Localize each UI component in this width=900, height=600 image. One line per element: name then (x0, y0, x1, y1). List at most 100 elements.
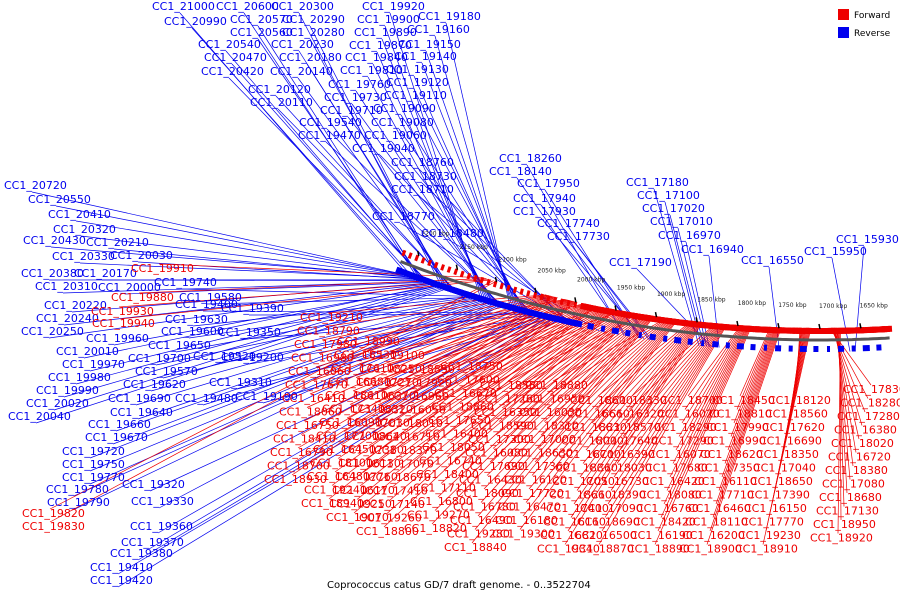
gene-label: CC1_16730 (586, 475, 649, 488)
leader-line (321, 294, 548, 341)
reverse-gene (799, 345, 807, 352)
genome-caption: Coprococcus catus GD/7 draft genome. - 0… (327, 580, 591, 591)
reverse-gene (624, 329, 631, 337)
gene-label: CC1_19350 (218, 326, 281, 339)
leader-line (528, 318, 676, 490)
gene-label: CC1_17140 (362, 498, 425, 511)
leader-line (55, 205, 399, 274)
gene-label: CC1_18450 (712, 394, 775, 407)
leader-line (672, 325, 747, 464)
bp-tick-mark (614, 305, 617, 311)
leader-line (452, 311, 629, 430)
gene-label: CC1_18330 (604, 394, 667, 407)
gene-label: CC1_16700 (558, 448, 621, 461)
leader-line (411, 101, 526, 315)
gene-label: CC1_17100 (637, 189, 700, 202)
leader-line (297, 296, 556, 449)
reverse-gene (662, 335, 668, 342)
forward-gene (512, 286, 518, 294)
gene-label: CC1_16990 (703, 435, 766, 448)
gene-label: CC1_18850 (392, 363, 455, 376)
gene-label: CC1_19820 (22, 507, 85, 520)
leader-line (191, 27, 416, 281)
gene-label: CC1_20320 (53, 223, 116, 236)
leader-line (362, 305, 594, 473)
leader-line (220, 311, 516, 364)
leader-line (346, 300, 572, 419)
gene-label: CC1_18570 (598, 421, 661, 434)
gene-label: CC1_19060 (364, 129, 427, 142)
gene-label: CC1_20430 (23, 234, 86, 247)
leader-line (202, 310, 521, 314)
gene-label: CC1_20990 (164, 15, 227, 28)
leader-line (300, 296, 555, 435)
gene-label: CC1_20140 (270, 65, 333, 78)
gene-label: CC1_18590 (471, 420, 534, 433)
gene-label: CC1_20720 (4, 179, 67, 192)
gene-label: CC1_17180 (626, 176, 689, 189)
gene-label: CC1_17740 (537, 217, 600, 230)
forward-gene (401, 249, 407, 257)
leader-line (522, 318, 678, 517)
leader-line (245, 315, 531, 340)
gene-label: CC1_17050 (552, 475, 615, 488)
gene-label: CC1_17000 (513, 433, 576, 446)
leader-line (309, 295, 552, 395)
leader-line (418, 195, 575, 327)
gene-label: CC1_16070 (648, 448, 711, 461)
gene-label: CC1_19340 (537, 543, 600, 556)
gene-label: CC1_16480 (307, 470, 370, 483)
gene-label: CC1_18260 (499, 152, 562, 165)
leader-line (349, 300, 571, 405)
bp-tick-mark (654, 311, 658, 318)
leader-line (678, 325, 745, 437)
gene-label: CC1_19160 (407, 23, 470, 36)
forward-gene (433, 261, 439, 269)
leader-line (839, 327, 842, 521)
leader-line (113, 286, 435, 346)
gene-label: CC1_19630 (165, 313, 228, 326)
leader-line (181, 288, 463, 297)
bp-tick-label: 2150 kbp (460, 244, 488, 251)
reverse-gene (725, 342, 731, 349)
reverse-gene (862, 344, 870, 352)
reverse-gene (736, 343, 745, 350)
gene-label: CC1_17130 (816, 505, 879, 518)
gene-label: CC1_16820 (540, 529, 603, 542)
gene-label: CC1_19280 (447, 528, 510, 541)
gene-label: CC1_17280 (837, 410, 900, 423)
bp-ticks: 2200 kbp 2150 kbp 2100 kbp 2050 kbp 2000 kbp… (417, 231, 888, 330)
leader-line (49, 280, 494, 510)
reverse-gene (876, 344, 882, 351)
gene-label: CC1_20240 (36, 312, 99, 325)
forward-gene (414, 254, 420, 262)
gene-label: CC1_20220 (44, 299, 107, 312)
gene-label: CC1_20600 (216, 0, 279, 13)
leader-line (445, 22, 512, 311)
gene-label: CC1_16030 (519, 406, 582, 419)
leader-line (413, 75, 522, 314)
leader-line (573, 321, 700, 505)
gene-label: CC1_18030 (589, 462, 652, 475)
gene-label: CC1_17640 (595, 435, 658, 448)
gene-label: CC1_19870 (349, 39, 412, 52)
leader-line (663, 325, 750, 505)
leader-line (75, 287, 437, 385)
gene-label: CC1_18010 (380, 417, 443, 430)
gene-label: CC1_16550 (741, 254, 804, 267)
leader-line (483, 315, 651, 490)
leader-line (89, 286, 435, 372)
gene-label: CC1_17380 (341, 444, 404, 457)
leader-line (89, 305, 495, 485)
gene-label: CC1_20170 (74, 267, 137, 280)
gene-label: CC1_16500 (574, 529, 637, 542)
gene-label: CC1_16970 (658, 229, 721, 242)
gene-label: CC1_18800 (356, 525, 419, 538)
gene-label: CC1_20560 (230, 26, 293, 39)
gene-label: CC1_19740 (154, 276, 217, 289)
leader-line (155, 298, 473, 366)
gene-label: CC1_18380 (825, 464, 888, 477)
leader-line (383, 309, 616, 528)
gene-label: CC1_17410 (365, 485, 428, 498)
gene-label: CC1_19390 (221, 302, 284, 315)
